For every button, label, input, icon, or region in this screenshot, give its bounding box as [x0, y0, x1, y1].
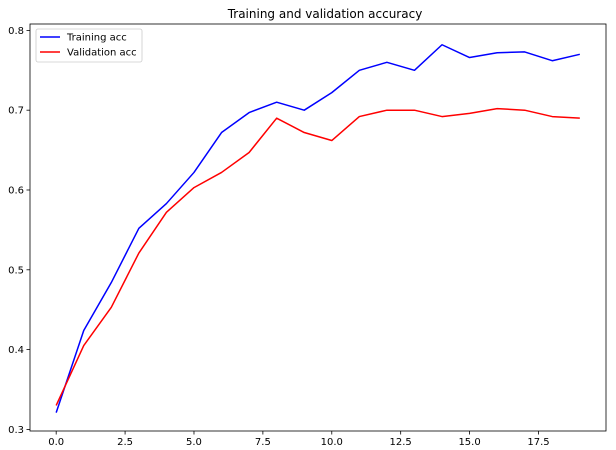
y-tick-label: 0.5: [8, 265, 24, 276]
x-tick-label: 5.0: [186, 437, 202, 448]
series-line-0: [55, 44, 580, 413]
legend-label: Validation acc: [67, 48, 137, 59]
x-tick-label: 7.5: [255, 437, 271, 448]
x-tick-label: 15.0: [458, 437, 480, 448]
y-tick-label: 0.7: [8, 106, 24, 117]
y-tick-label: 0.6: [8, 185, 24, 196]
x-tick-label: 10.0: [321, 437, 343, 448]
x-tick-label: 12.5: [390, 437, 412, 448]
y-tick-label: 0.8: [8, 26, 24, 37]
plot-frame: [29, 23, 607, 432]
chart-title: Training and validation accuracy: [227, 7, 423, 21]
legend-box: [35, 28, 143, 63]
legend-label: Training acc: [66, 33, 127, 44]
x-tick-label: 2.5: [117, 437, 133, 448]
y-tick-label: 0.3: [8, 425, 24, 436]
series-line-1: [55, 107, 580, 406]
y-tick-label: 0.4: [8, 345, 24, 356]
x-tick-label: 0.0: [48, 437, 64, 448]
legend: Training acc Validation acc: [35, 28, 143, 63]
x-tick-label: 17.5: [527, 437, 549, 448]
